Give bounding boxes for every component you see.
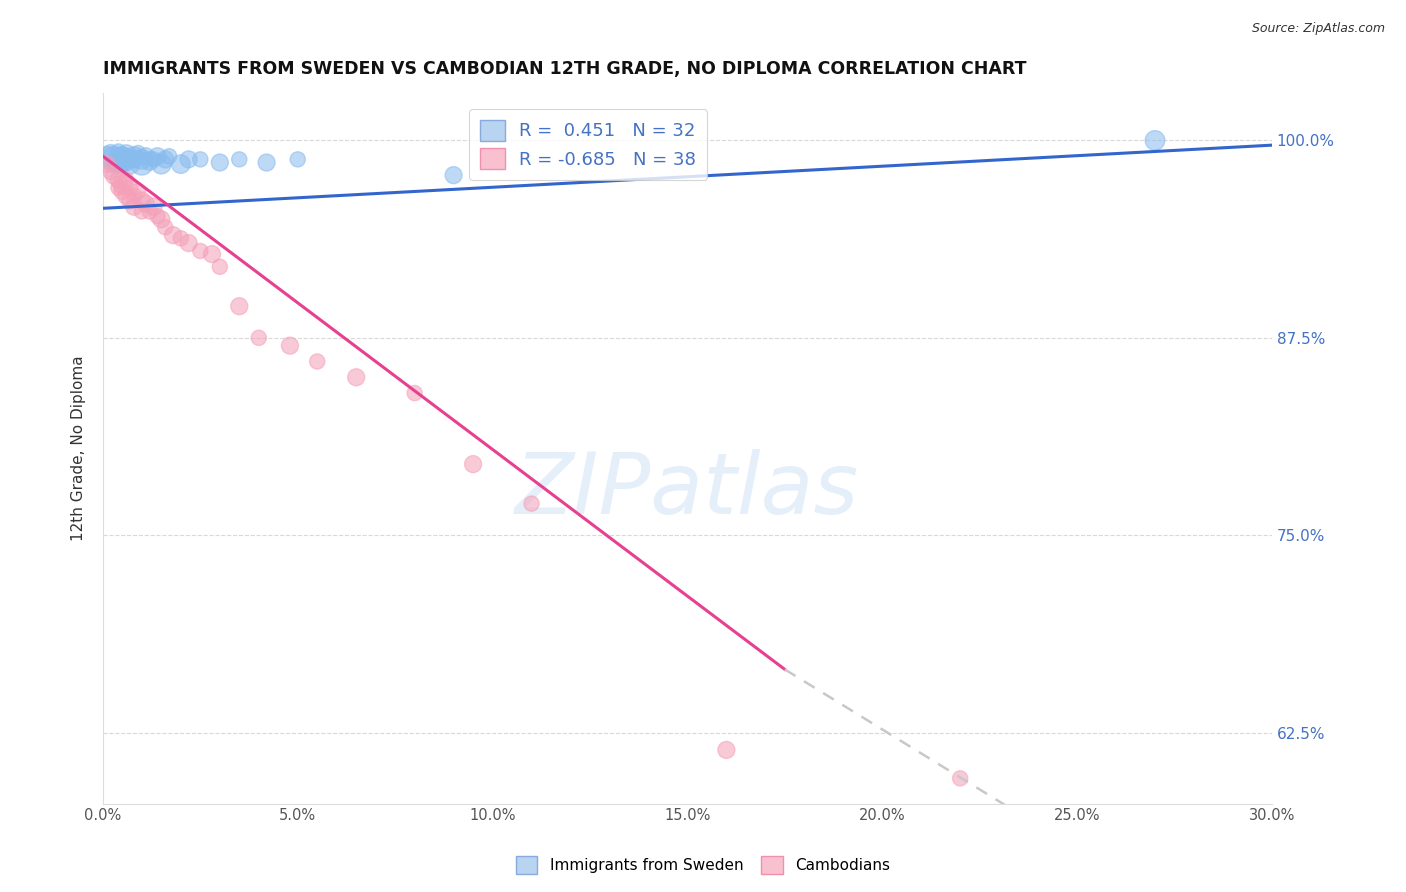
Point: [162, 228, 184, 243]
Point: [122, 153, 145, 167]
Text: Source: ZipAtlas.com: Source: ZipAtlas.com: [1251, 22, 1385, 36]
Point: [111, 178, 134, 192]
Point: [716, 743, 738, 757]
Point: [104, 153, 127, 167]
Point: [155, 220, 177, 235]
Point: [208, 155, 231, 169]
Point: [120, 157, 142, 171]
Text: ZIPatlas: ZIPatlas: [515, 450, 859, 533]
Point: [142, 200, 165, 214]
Point: [131, 194, 153, 208]
Point: [107, 155, 129, 169]
Point: [122, 200, 145, 214]
Point: [247, 331, 270, 345]
Point: [150, 157, 173, 171]
Point: [404, 386, 426, 401]
Point: [115, 188, 138, 202]
Point: [150, 212, 173, 227]
Point: [100, 146, 122, 161]
Point: [122, 149, 145, 163]
Point: [131, 157, 153, 171]
Point: [107, 173, 129, 187]
Point: [155, 153, 177, 167]
Point: [120, 151, 142, 165]
Legend: R =  0.451   N = 32, R = -0.685   N = 38: R = 0.451 N = 32, R = -0.685 N = 38: [470, 109, 707, 180]
Point: [138, 153, 160, 168]
Point: [120, 194, 142, 208]
Point: [146, 149, 169, 163]
Point: [127, 146, 149, 161]
Text: IMMIGRANTS FROM SWEDEN VS CAMBODIAN 12TH GRADE, NO DIPLOMA CORRELATION CHART: IMMIGRANTS FROM SWEDEN VS CAMBODIAN 12TH…: [103, 60, 1026, 78]
Point: [461, 457, 484, 471]
Point: [170, 231, 193, 245]
Point: [170, 157, 193, 171]
Point: [157, 149, 180, 163]
Point: [131, 153, 153, 167]
Point: [256, 155, 278, 169]
Point: [1143, 133, 1166, 147]
Point: [96, 149, 118, 163]
Point: [104, 168, 127, 182]
Point: [96, 157, 118, 171]
Point: [120, 181, 142, 195]
Point: [146, 209, 169, 223]
Point: [443, 168, 465, 182]
Point: [201, 247, 224, 261]
Point: [115, 147, 138, 161]
Point: [100, 165, 122, 179]
Y-axis label: 12th Grade, No Diploma: 12th Grade, No Diploma: [72, 356, 86, 541]
Point: [115, 173, 138, 187]
Point: [278, 339, 301, 353]
Point: [287, 153, 309, 167]
Point: [131, 204, 153, 219]
Point: [177, 153, 200, 167]
Point: [520, 497, 543, 511]
Point: [138, 204, 160, 219]
Point: [344, 370, 367, 384]
Point: [107, 145, 129, 159]
Point: [107, 181, 129, 195]
Point: [115, 155, 138, 169]
Point: [188, 244, 211, 258]
Point: [177, 235, 200, 250]
Point: [127, 184, 149, 198]
Point: [208, 260, 231, 274]
Point: [188, 153, 211, 167]
Point: [228, 153, 250, 167]
Point: [111, 184, 134, 198]
Point: [228, 299, 250, 313]
Point: [307, 354, 329, 368]
Point: [122, 188, 145, 202]
Point: [111, 149, 134, 163]
Legend: Immigrants from Sweden, Cambodians: Immigrants from Sweden, Cambodians: [510, 850, 896, 880]
Point: [949, 772, 972, 786]
Point: [111, 153, 134, 167]
Point: [135, 149, 157, 163]
Point: [135, 196, 157, 211]
Point: [142, 153, 165, 167]
